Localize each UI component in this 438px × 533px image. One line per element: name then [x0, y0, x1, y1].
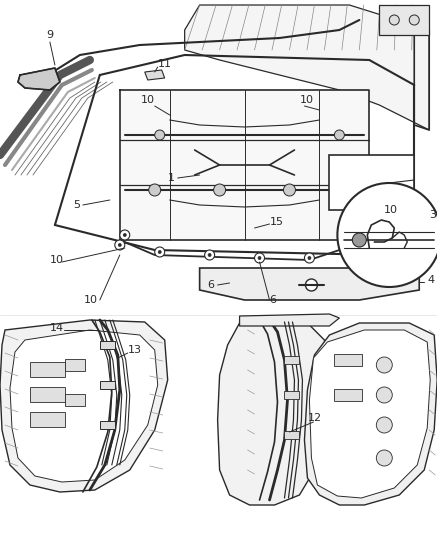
Text: 10: 10 — [84, 295, 98, 305]
Text: 10: 10 — [300, 95, 314, 105]
Polygon shape — [120, 90, 369, 240]
Text: 9: 9 — [46, 30, 53, 40]
Circle shape — [358, 251, 361, 254]
Bar — [30, 387, 65, 402]
Circle shape — [339, 184, 350, 196]
Polygon shape — [185, 5, 429, 130]
Circle shape — [123, 233, 126, 237]
Polygon shape — [329, 155, 414, 210]
Text: 14: 14 — [50, 323, 64, 333]
Polygon shape — [0, 0, 437, 295]
Circle shape — [205, 250, 215, 260]
Circle shape — [115, 240, 125, 250]
Text: 1: 1 — [168, 173, 175, 183]
Circle shape — [409, 15, 419, 25]
Circle shape — [359, 230, 369, 240]
Circle shape — [120, 230, 130, 240]
Circle shape — [334, 130, 344, 140]
Circle shape — [258, 256, 261, 260]
Polygon shape — [304, 323, 437, 505]
Polygon shape — [309, 330, 430, 498]
Circle shape — [155, 130, 165, 140]
Text: 10: 10 — [50, 255, 64, 265]
Polygon shape — [100, 421, 115, 429]
Circle shape — [305, 279, 318, 291]
Text: 4: 4 — [427, 275, 434, 285]
Polygon shape — [284, 391, 300, 399]
Circle shape — [208, 254, 211, 256]
Circle shape — [158, 251, 161, 254]
Text: 5: 5 — [73, 200, 80, 210]
Text: 10: 10 — [141, 95, 155, 105]
Text: 15: 15 — [269, 217, 283, 227]
Circle shape — [376, 387, 392, 403]
Circle shape — [155, 247, 165, 257]
Circle shape — [376, 357, 392, 373]
Polygon shape — [379, 5, 429, 35]
Bar — [65, 359, 85, 371]
Polygon shape — [18, 68, 60, 90]
Circle shape — [376, 417, 392, 433]
Polygon shape — [218, 320, 329, 505]
Circle shape — [352, 233, 366, 247]
Text: 3: 3 — [429, 210, 436, 220]
Bar — [30, 412, 65, 427]
Text: 10: 10 — [384, 205, 398, 215]
Text: 12: 12 — [307, 413, 321, 423]
Circle shape — [363, 233, 366, 237]
Circle shape — [214, 184, 226, 196]
Circle shape — [368, 244, 371, 246]
Polygon shape — [10, 330, 158, 482]
Bar — [65, 394, 85, 406]
Circle shape — [389, 15, 399, 25]
Circle shape — [354, 247, 364, 257]
Circle shape — [308, 256, 311, 260]
Circle shape — [118, 244, 121, 246]
Text: 6: 6 — [269, 295, 276, 305]
Polygon shape — [284, 356, 300, 364]
Circle shape — [149, 184, 161, 196]
Circle shape — [364, 240, 374, 250]
Polygon shape — [0, 320, 168, 492]
Polygon shape — [284, 431, 300, 439]
Circle shape — [283, 184, 296, 196]
Polygon shape — [100, 341, 115, 349]
Polygon shape — [145, 70, 165, 80]
Bar — [334, 354, 362, 366]
Text: 11: 11 — [158, 59, 172, 69]
Polygon shape — [240, 314, 339, 326]
Polygon shape — [100, 381, 115, 389]
Text: 13: 13 — [128, 345, 142, 355]
Bar — [334, 389, 362, 401]
Circle shape — [304, 253, 314, 263]
Circle shape — [376, 450, 392, 466]
Circle shape — [254, 253, 265, 263]
Circle shape — [337, 183, 438, 287]
Polygon shape — [200, 258, 419, 300]
Text: 6: 6 — [208, 280, 215, 290]
Bar — [30, 362, 65, 377]
